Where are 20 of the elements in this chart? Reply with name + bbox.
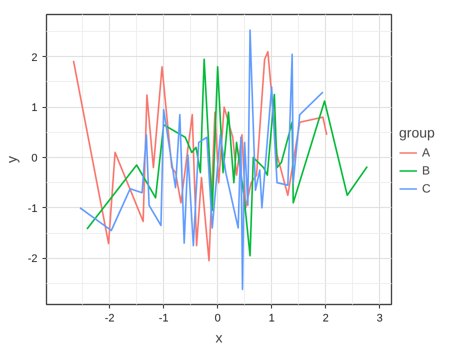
x-tick-label: 3 <box>376 312 383 324</box>
y-tick-label: 0 <box>31 152 38 164</box>
line-series <box>79 29 324 290</box>
x-tick-label: -2 <box>104 312 115 324</box>
x-tick-label: 1 <box>268 312 275 324</box>
y-axis-title: y <box>4 156 20 163</box>
line-series <box>72 50 328 262</box>
x-tick-label: -1 <box>158 312 169 324</box>
legend-label: A <box>422 146 432 160</box>
y-tick-label: -2 <box>28 253 38 266</box>
legend-label: C <box>422 182 432 196</box>
y-tick-label: -1 <box>28 202 38 215</box>
x-axis-title: x <box>216 330 222 346</box>
line-series <box>86 58 368 256</box>
y-tick-label: 2 <box>31 52 38 64</box>
x-tick-label: 2 <box>322 312 329 324</box>
legend-label: B <box>422 164 432 178</box>
x-tick-label: 0 <box>214 312 221 324</box>
y-tick-label: 1 <box>31 102 38 114</box>
legend-title: group <box>399 124 436 140</box>
